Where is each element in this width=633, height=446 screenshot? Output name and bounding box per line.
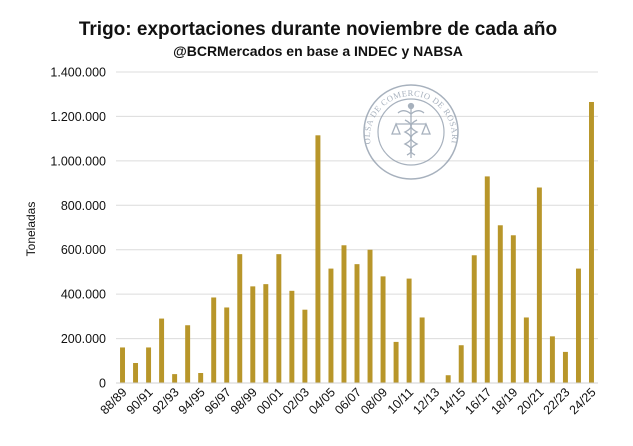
bar-96-97 bbox=[224, 307, 230, 383]
x-tick-label: 02/03 bbox=[280, 385, 312, 417]
y-tick-label: 1.200.000 bbox=[50, 110, 106, 124]
y-tick-label: 600.000 bbox=[61, 243, 106, 257]
bar-02-03 bbox=[302, 309, 308, 383]
bar-00-01 bbox=[276, 254, 282, 383]
y-tick-label: 1.000.000 bbox=[50, 154, 106, 168]
y-tick-label: 400.000 bbox=[61, 288, 106, 302]
caduceus-icon bbox=[391, 102, 431, 158]
bar-01-02 bbox=[289, 290, 295, 383]
y-tick-label: 0 bbox=[99, 377, 106, 391]
bar-15-16 bbox=[471, 255, 477, 383]
x-tick-label: 12/13 bbox=[410, 385, 442, 417]
bar-10-11 bbox=[406, 278, 412, 383]
y-axis-label: Toneladas bbox=[24, 202, 38, 257]
seal-inner-ring bbox=[377, 98, 445, 166]
bar-19-20 bbox=[523, 317, 529, 383]
bar-06-07 bbox=[354, 264, 360, 383]
y-tick-label: 800.000 bbox=[61, 199, 106, 213]
x-tick-label: 24/25 bbox=[567, 385, 599, 417]
bars bbox=[120, 101, 594, 383]
x-tick-label: 16/17 bbox=[462, 385, 494, 417]
bar-11-12 bbox=[419, 317, 425, 383]
y-tick-label: 1.400.000 bbox=[50, 66, 106, 80]
x-tick-label: 18/19 bbox=[488, 385, 520, 417]
x-tick-label: 04/05 bbox=[306, 385, 338, 417]
bar-90-91 bbox=[146, 347, 152, 383]
bar-20-21 bbox=[536, 187, 542, 383]
x-tick-label: 08/09 bbox=[358, 385, 390, 417]
bar-18-19 bbox=[510, 235, 516, 383]
x-tick-label: 10/11 bbox=[385, 385, 416, 416]
bar-97-98 bbox=[237, 254, 243, 383]
x-tick-label: 00/01 bbox=[254, 385, 286, 417]
x-axis: 88/8990/9192/9394/9596/9798/9900/0102/03… bbox=[98, 382, 599, 417]
x-tick-label: 06/07 bbox=[332, 385, 364, 417]
bar-94-95 bbox=[198, 373, 204, 383]
bar-88-89 bbox=[120, 347, 125, 383]
y-tick-label: 200.000 bbox=[61, 332, 106, 346]
x-tick-label: 14/15 bbox=[436, 385, 468, 417]
y-axis: 0 200.000 400.000 600.000 800.000 1.000.000 1.… bbox=[50, 66, 106, 391]
bar-23-24 bbox=[575, 268, 581, 383]
x-tick-label: 96/97 bbox=[202, 385, 234, 417]
bar-04-05 bbox=[328, 268, 334, 383]
bar-17-18 bbox=[497, 225, 503, 383]
chart-title: Trigo: exportaciones durante noviembre d… bbox=[79, 19, 557, 40]
bar-91-92 bbox=[159, 318, 165, 383]
bar-21-22 bbox=[549, 336, 555, 383]
bar-08-09 bbox=[380, 276, 386, 383]
bar-22-23 bbox=[562, 351, 568, 383]
bar-99-00 bbox=[263, 284, 269, 383]
bar-24-25 bbox=[589, 101, 594, 383]
seal-outer-ring bbox=[363, 84, 459, 180]
x-tick-label: 90/91 bbox=[124, 385, 156, 417]
bar-03-04 bbox=[315, 135, 321, 383]
bar-98-99 bbox=[250, 286, 256, 383]
bar-05-06 bbox=[341, 245, 347, 383]
bar-89-90 bbox=[133, 363, 139, 383]
bar-93-94 bbox=[185, 325, 191, 383]
bar-09-10 bbox=[393, 341, 399, 383]
bar-92-93 bbox=[172, 374, 178, 383]
x-tick-label: 98/99 bbox=[228, 385, 260, 417]
bar-14-15 bbox=[458, 345, 464, 383]
x-tick-label: 20/21 bbox=[514, 385, 546, 417]
chart-subtitle: @BCRMercados en base a INDEC y NABSA bbox=[173, 43, 463, 59]
x-tick-label: 94/95 bbox=[176, 385, 208, 417]
x-tick-label: 22/23 bbox=[541, 385, 573, 417]
bar-95-96 bbox=[211, 297, 217, 383]
bar-07-08 bbox=[367, 249, 373, 383]
bar-16-17 bbox=[484, 176, 490, 383]
bar-13-14 bbox=[445, 375, 451, 383]
x-tick-label: 92/93 bbox=[150, 385, 182, 417]
